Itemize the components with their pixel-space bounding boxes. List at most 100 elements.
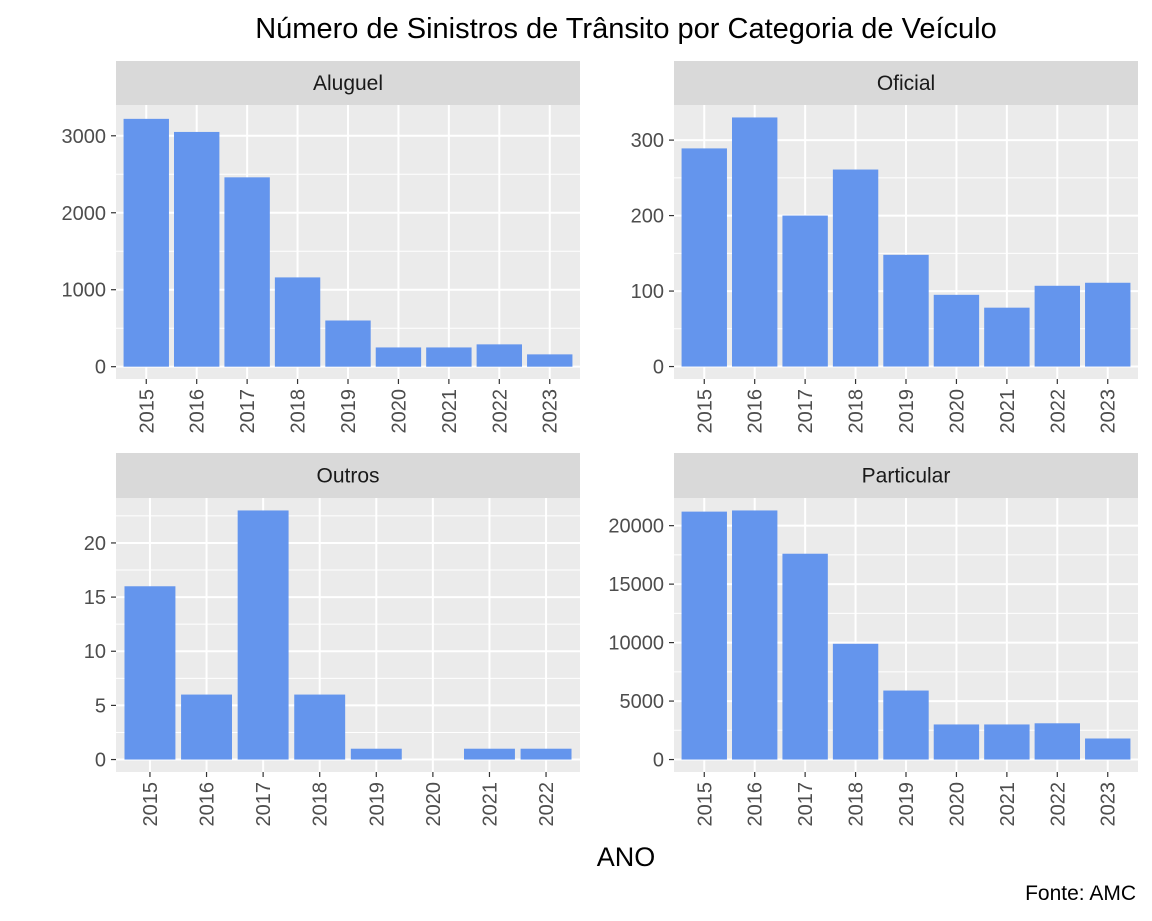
bar-2018 <box>274 277 321 367</box>
caption: Fonte: AMC <box>1025 882 1136 905</box>
bar-2023 <box>1085 738 1131 760</box>
bar-2015 <box>681 511 727 760</box>
bar-2018 <box>832 643 879 760</box>
bar-2017 <box>782 215 828 367</box>
y-tick-label: 5000 <box>620 691 665 713</box>
x-tick-label: 2023 <box>540 389 562 434</box>
bar-2020 <box>933 724 980 760</box>
bar-2019 <box>883 690 929 760</box>
y-tick-label: 300 <box>631 130 664 152</box>
x-tick-label: 2018 <box>846 389 868 434</box>
x-tick-label: 2018 <box>288 389 310 434</box>
x-tick-label: 2015 <box>694 389 716 434</box>
bar-2021 <box>984 724 1030 760</box>
x-tick-label: 2015 <box>140 782 162 827</box>
bar-2016 <box>732 510 778 760</box>
y-tick-label: 2000 <box>62 203 107 225</box>
y-tick-label: 10 <box>84 641 106 663</box>
bar-2022 <box>520 748 572 760</box>
x-tick-label: 2019 <box>896 389 918 434</box>
y-tick-label: 0 <box>95 357 106 379</box>
x-tick-label: 2021 <box>439 389 461 434</box>
bar-2021 <box>984 307 1030 367</box>
x-tick-label: 2017 <box>795 389 817 434</box>
x-tick-label: 2023 <box>1098 782 1120 827</box>
bar-2018 <box>294 694 346 760</box>
y-tick-label: 0 <box>653 750 664 772</box>
bar-2015 <box>681 148 727 367</box>
y-tick-label: 20 <box>84 533 106 555</box>
x-tick-label: 2019 <box>896 782 918 827</box>
x-tick-label: 2017 <box>795 782 817 827</box>
bar-2021 <box>426 347 472 367</box>
x-tick-label: 2021 <box>479 782 501 827</box>
x-axis-label: ANO <box>597 842 656 872</box>
bar-2017 <box>782 553 828 760</box>
y-tick-label: 0 <box>95 750 106 772</box>
bar-2015 <box>123 118 169 367</box>
bar-2023 <box>527 354 573 367</box>
x-tick-label: 2023 <box>1098 389 1120 434</box>
bar-2022 <box>1034 285 1080 367</box>
x-tick-label: 2016 <box>745 389 767 434</box>
bar-2017 <box>237 510 289 760</box>
x-tick-label: 2021 <box>997 782 1019 827</box>
x-tick-label: 2015 <box>136 389 158 434</box>
facet-2: Outros 0 5 10 15 20 2015 2016 2017 2018 2019 2020 20… <box>84 453 580 827</box>
y-tick-label: 20000 <box>608 516 664 538</box>
x-tick-label: 2021 <box>997 389 1019 434</box>
facet-strip-label: Aluguel <box>313 72 383 95</box>
bar-2022 <box>476 344 522 367</box>
facet-0: Aluguel 0 1000 2000 3000 2015 2016 2017 2018 2019… <box>62 61 580 434</box>
x-tick-label: 2015 <box>694 782 716 827</box>
x-tick-label: 2020 <box>946 782 968 827</box>
y-tick-label: 0 <box>653 357 664 379</box>
x-tick-label: 2016 <box>745 782 767 827</box>
y-tick-label: 15000 <box>608 574 664 596</box>
y-tick-label: 200 <box>631 206 664 228</box>
y-tick-label: 15 <box>84 587 106 609</box>
x-tick-label: 2018 <box>846 782 868 827</box>
bar-2020 <box>933 294 980 367</box>
facet-strip-label: Oficial <box>877 72 935 95</box>
x-tick-label: 2022 <box>536 782 558 827</box>
facet-strip <box>116 453 580 498</box>
y-tick-label: 3000 <box>62 126 107 148</box>
y-tick-label: 10000 <box>608 633 664 655</box>
bar-2020 <box>375 347 422 367</box>
x-tick-label: 2016 <box>187 389 209 434</box>
x-tick-label: 2018 <box>310 782 332 827</box>
x-tick-label: 2020 <box>388 389 410 434</box>
facet-strip <box>116 61 580 105</box>
facet-strip <box>674 61 1138 105</box>
bar-2019 <box>325 320 371 367</box>
x-tick-label: 2022 <box>1047 389 1069 434</box>
x-tick-label: 2020 <box>946 389 968 434</box>
x-tick-label: 2022 <box>489 389 511 434</box>
x-tick-label: 2017 <box>253 782 275 827</box>
facet-3: Particular 0 5000 10000 15000 20000 2015 2016 20… <box>608 453 1138 827</box>
chart-title: Número de Sinistros de Trânsito por Cate… <box>255 13 997 45</box>
y-tick-label: 100 <box>631 281 664 303</box>
y-tick-label: 5 <box>95 695 106 717</box>
bar-2016 <box>181 694 232 760</box>
bar-2019 <box>350 748 402 760</box>
bar-2018 <box>832 169 879 367</box>
bar-2016 <box>732 117 778 367</box>
facet-strip <box>674 453 1138 498</box>
y-tick-label: 1000 <box>62 280 107 302</box>
facet-strip-label: Outros <box>316 465 379 488</box>
x-tick-label: 2017 <box>237 389 259 434</box>
bar-2016 <box>174 131 220 367</box>
bar-2019 <box>883 254 929 367</box>
x-tick-label: 2016 <box>197 782 219 827</box>
facet-1: Oficial 0 100 200 300 2015 2016 2017 2018 2019 202… <box>631 61 1138 434</box>
x-tick-label: 2020 <box>423 782 445 827</box>
bar-2017 <box>224 177 270 367</box>
x-tick-label: 2019 <box>338 389 360 434</box>
bar-2021 <box>464 748 515 760</box>
facet-strip-label: Particular <box>862 465 951 488</box>
bar-2015 <box>124 586 176 760</box>
